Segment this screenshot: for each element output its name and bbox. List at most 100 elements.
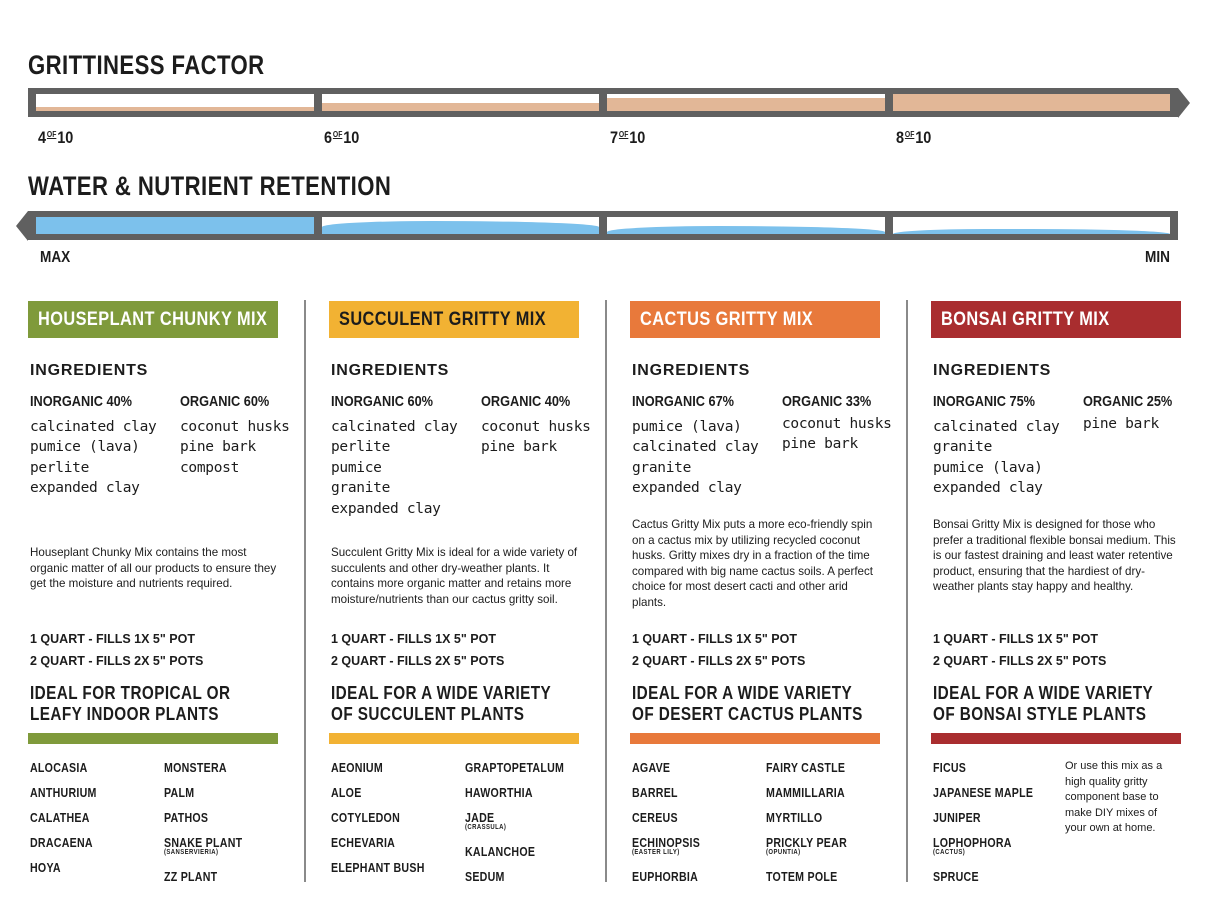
plant-list: FICUS JAPANESE MAPLE JUNIPER LOPHOPHORA (CAC… [933,761,1051,895]
organic-heading: ORGANIC 25% [1083,393,1173,410]
plant-name: HOYA [30,861,61,875]
ingredient-item: calcinated clay [331,419,458,435]
inorganic-list: calcinated clay perlite pumice granite expan… [331,417,458,519]
plant-name: KALANCHOE [465,845,536,859]
ingredient-item: perlite [331,439,391,456]
plant-name: JADE [465,811,495,825]
ingredients-heading: INGREDIENTS [30,362,149,379]
grittiness-fill [36,106,314,111]
plant-item: GRAPTOPETALUM [465,761,564,786]
ideal-for-heading: IDEAL FOR TROPICAL OR LEAFY INDOOR PLANTS [30,683,230,725]
plant-item: FAIRY CASTLE [766,761,847,786]
grittiness-title: GRITTINESS FACTOR [28,50,265,80]
inorganic-list: calcinated clay granite pumice (lava) expan… [933,417,1060,499]
plant-item: ECHINOPSIS (EASTER LILY) [632,836,700,870]
organic-list: coconut husks pine bark [782,414,892,455]
inorganic-list: calcinated clay pumice (lava) perlite expan… [30,417,157,499]
plant-name: PALM [164,786,195,800]
grittiness-tick: 6OF10 [324,128,359,148]
plant-item: MONSTERA [164,761,242,786]
grittiness-segment [892,94,1170,111]
tick-max: 10 [915,128,932,147]
quart-info: 1 QUART - FILLS 1X 5" POT 2 QUART - FILLS… [30,628,203,672]
plant-item: HOYA [30,861,97,886]
mix-title: BONSAI GRITTY MIX [931,301,1181,338]
plant-item: MAMMILLARIA [766,786,847,811]
grittiness-segment [321,94,599,111]
ideal-line: IDEAL FOR TROPICAL OR [30,683,231,703]
plant-name: LOPHOPHORA [933,836,1012,850]
color-bar [28,733,278,744]
grittiness-fill [892,94,1170,111]
mix-column: HOUSEPLANT CHUNKY MIX INGREDIENTS INORGANI… [28,301,290,884]
mix-note: Or use this mix as a high quality gritty… [1065,760,1163,834]
plant-subname: (CRASSULA) [465,824,507,831]
plant-name: MAMMILLARIA [766,786,845,800]
color-bar [630,733,880,744]
plant-item: ALOCASIA [30,761,97,786]
ingredient-item: pine bark [782,436,858,453]
plant-name: AEONIUM [331,761,383,775]
plant-name: COTYLEDON [331,811,401,825]
organic-list: coconut husks pine bark compost [180,417,290,478]
ingredient-item: granite [933,439,993,456]
ingredient-item: pine bark [481,439,557,456]
mix-description: Succulent Gritty Mix is ideal for a wide… [331,546,578,606]
plant-item: JAPANESE MAPLE [933,786,1033,811]
plant-name: FICUS [933,761,967,775]
ingredients-heading: INGREDIENTS [331,362,450,379]
plant-item: MYRTILLO [766,811,847,836]
ingredient-item: expanded clay [30,480,140,497]
arrow-right-icon [1178,88,1190,118]
ingredient-item: compost [180,459,240,476]
plant-name: FAIRY CASTLE [766,761,846,775]
color-bar [931,733,1181,744]
mix-title-text: SUCCULENT GRITTY MIX [339,309,547,330]
inorganic-list: pumice (lava) calcinated clay granite expan… [632,417,759,499]
plant-list: AGAVE BARREL CEREUS ECHINOPSIS (EASTER LILY)… [632,761,712,895]
plant-item: FICUS [933,761,1033,786]
retention-fill [607,225,885,234]
mix-column: CACTUS GRITTY MIX INGREDIENTS INORGANIC 67… [630,301,892,884]
tick-value: 6 [324,128,333,147]
arrow-left-icon [16,211,28,241]
ingredient-item: calcinated clay [933,419,1060,435]
column-divider [906,300,908,882]
plant-name: JUNIPER [933,811,981,825]
quart-1: 1 QUART - FILLS 1X 5" POT [30,632,195,646]
plant-item: ANTHURIUM [30,786,97,811]
plant-name: HAWORTHIA [465,786,533,800]
organic-heading: ORGANIC 40% [481,393,571,410]
ingredient-item: granite [331,480,391,497]
plant-item: PRICKLY PEAR (OPUNTIA) [766,836,847,870]
plant-list: FAIRY CASTLE MAMMILLARIA MYRTILLO PRICKLY P… [766,761,861,895]
ideal-for-heading: IDEAL FOR A WIDE VARIETY OF DESERT CACTUS… [632,683,863,725]
organic-list: coconut husks pine bark [481,417,591,458]
plant-item: PATHOS [164,811,242,836]
organic-heading: ORGANIC 33% [782,393,872,410]
quart-info: 1 QUART - FILLS 1X 5" POT 2 QUART - FILLS… [933,628,1106,672]
plant-item: KALANCHOE [465,845,564,870]
mix-column: SUCCULENT GRITTY MIX INGREDIENTS INORGANIC… [329,301,591,884]
ingredient-item: pumice (lava) [632,419,742,435]
quart-info: 1 QUART - FILLS 1X 5" POT 2 QUART - FILLS… [331,628,504,672]
plant-name: DRACAENA [30,836,93,850]
ideal-for-heading: IDEAL FOR A WIDE VARIETY OF SUCCULENT PLA… [331,683,551,725]
plant-name: SPRUCE [933,870,979,884]
plant-name: MYRTILLO [766,811,823,825]
mix-description: Bonsai Gritty Mix is designed for those … [933,518,1176,594]
quart-2: 2 QUART - FILLS 2X 5" POTS [632,654,806,668]
ingredient-item: granite [632,459,692,476]
column-divider [304,300,306,882]
plant-item: ELEPHANT BUSH [331,861,425,886]
mix-title: HOUSEPLANT CHUNKY MIX [28,301,278,338]
plant-item: AEONIUM [331,761,425,786]
plant-item: HAWORTHIA [465,786,564,811]
quart-1: 1 QUART - FILLS 1X 5" POT [933,632,1098,646]
plant-item: CEREUS [632,811,700,836]
retention-title: WATER & NUTRIENT RETENTION [28,171,392,201]
quart-2: 2 QUART - FILLS 2X 5" POTS [331,654,505,668]
plant-item: LOPHOPHORA (CACTUS) [933,836,1033,870]
plant-item: EUPHORBIA [632,870,700,895]
tick-of: OF [618,130,629,139]
